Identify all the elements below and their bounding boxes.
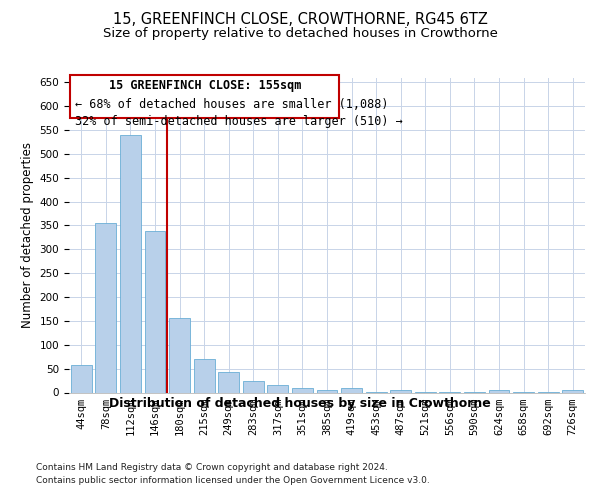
Bar (71, 365, 92, 392)
Text: 15 GREENFINCH CLOSE: 155sqm: 15 GREENFINCH CLOSE: 155sqm (109, 79, 301, 92)
Bar (243, 380, 264, 392)
Bar (268, 385, 289, 392)
Bar (292, 388, 313, 392)
Bar (317, 390, 337, 392)
Bar (390, 390, 411, 392)
Bar (341, 388, 362, 392)
Bar (562, 390, 583, 392)
Y-axis label: Number of detached properties: Number of detached properties (21, 142, 34, 328)
Bar (95, 223, 116, 392)
Text: Contains public sector information licensed under the Open Government Licence v3: Contains public sector information licen… (36, 476, 430, 485)
Bar (120, 135, 141, 392)
Text: Contains HM Land Registry data © Crown copyright and database right 2024.: Contains HM Land Registry data © Crown c… (36, 462, 388, 471)
Text: 32% of semi-detached houses are larger (510) →: 32% of semi-detached houses are larger (… (75, 115, 403, 128)
Bar (218, 372, 239, 392)
Bar (169, 318, 190, 392)
Bar (145, 231, 166, 392)
Text: Size of property relative to detached houses in Crowthorne: Size of property relative to detached ho… (103, 28, 497, 40)
Text: ← 68% of detached houses are smaller (1,088): ← 68% of detached houses are smaller (1,… (75, 98, 389, 111)
Text: 15, GREENFINCH CLOSE, CROWTHORNE, RG45 6TZ: 15, GREENFINCH CLOSE, CROWTHORNE, RG45 6… (113, 12, 487, 28)
Text: Distribution of detached houses by size in Crowthorne: Distribution of detached houses by size … (109, 398, 491, 410)
Bar (194, 359, 215, 392)
Bar (488, 390, 509, 392)
